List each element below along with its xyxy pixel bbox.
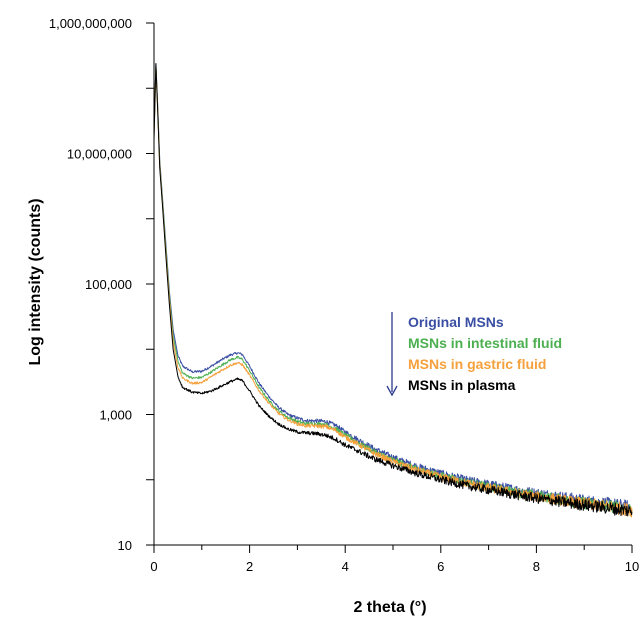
- legend-label-original: Original MSNs: [408, 314, 504, 330]
- x-tick-label: 8: [533, 559, 540, 574]
- x-tick-label: 10: [625, 559, 639, 574]
- series-layer: [153, 62, 633, 518]
- legend: Original MSNs MSNs in intestinal fluid M…: [386, 312, 562, 397]
- series-line-2: [153, 66, 633, 518]
- y-tick-label: 10,000,000: [67, 147, 132, 162]
- x-tick-label: 2: [246, 559, 253, 574]
- series-line-0: [153, 64, 633, 514]
- x-tick-label: 0: [150, 559, 157, 574]
- legend-label-plasma: MSNs in plasma: [408, 377, 516, 393]
- y-tick-label: 100,000: [85, 277, 132, 292]
- legend-label-intestinal: MSNs in intestinal fluid: [408, 335, 562, 351]
- legend-arrow-head-icon: [386, 385, 398, 397]
- series-line-3: [153, 62, 633, 517]
- y-axis-title: Log intensity (counts): [27, 198, 44, 365]
- x-axis-title: 2 theta (°): [353, 599, 426, 616]
- legend-label-gastric: MSNs in gastric fluid: [408, 356, 546, 372]
- tick-labels: 10 1,000 100,000 10,000,000 1,000,000,000 0 2 4…: [49, 16, 639, 574]
- x-tick-label: 4: [342, 559, 349, 574]
- y-tick-label: 1,000: [99, 408, 132, 423]
- y-tick-label: 1,000,000,000: [49, 16, 132, 31]
- axes: [146, 22, 633, 553]
- series-line-1: [153, 65, 633, 516]
- y-tick-label: 10: [118, 538, 132, 553]
- x-tick-label: 6: [437, 559, 444, 574]
